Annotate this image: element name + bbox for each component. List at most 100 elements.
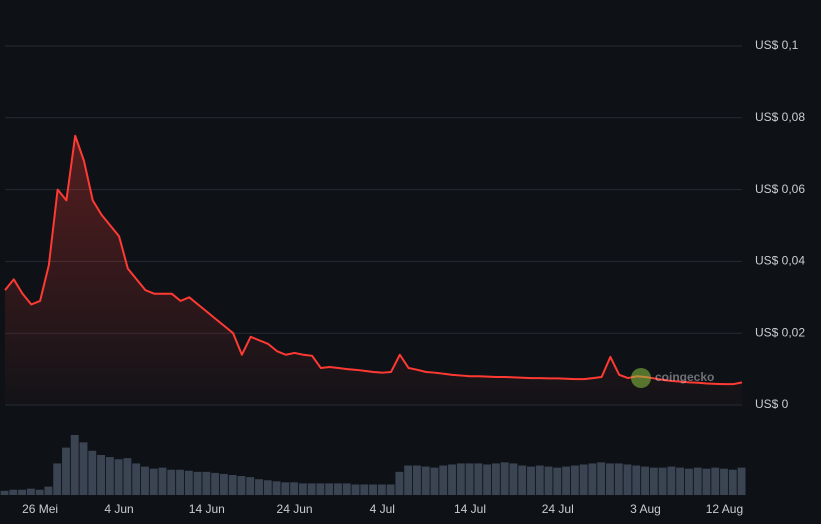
volume-bar <box>544 466 553 495</box>
volume-bar <box>684 468 693 495</box>
x-tick-label: 14 Jun <box>189 502 225 516</box>
volume-bar <box>184 470 193 495</box>
volume-bar <box>290 482 299 495</box>
volume-bar <box>62 447 70 495</box>
volume-bar <box>176 469 184 495</box>
volume-bar <box>632 465 641 495</box>
volume-bar <box>149 468 158 495</box>
volume-bar <box>588 463 597 495</box>
volume-bar <box>386 484 395 495</box>
volume-bar <box>53 463 62 495</box>
volume-bar <box>167 469 176 495</box>
volume-bar <box>553 467 562 495</box>
volume-bar <box>518 465 527 495</box>
volume-bar <box>123 458 132 495</box>
volume-bar <box>693 467 702 495</box>
volume-bar <box>140 466 149 495</box>
x-tick-label: 26 Mei <box>22 502 58 516</box>
volume-bar <box>579 464 588 495</box>
volume-bar <box>360 484 369 495</box>
volume-bar <box>439 465 448 495</box>
volume-bar <box>720 468 728 495</box>
volume-bar <box>667 466 676 495</box>
volume-bar <box>562 466 571 495</box>
x-tick-label: 3 Aug <box>630 502 661 516</box>
volume-bar <box>711 467 720 495</box>
x-tick-label: 12 Aug <box>706 502 743 516</box>
volume-bar <box>88 450 97 495</box>
x-tick-label: 4 Jun <box>104 502 133 516</box>
volume-bar <box>325 483 334 495</box>
volume-bar <box>404 465 413 495</box>
volume-bar <box>26 488 35 495</box>
y-tick-label: US$ 0,02 <box>755 325 805 339</box>
volume-bar <box>570 465 579 495</box>
volume-bar <box>527 466 535 495</box>
volume-bar <box>649 467 658 495</box>
volume-bar <box>597 462 606 495</box>
y-tick-label: US$ 0,1 <box>755 38 799 52</box>
volume-bar <box>456 463 465 495</box>
volume-bar <box>9 489 18 495</box>
volume-bar <box>412 465 421 495</box>
volume-bar <box>483 464 492 495</box>
volume-bar <box>35 489 44 495</box>
watermark: coingecko <box>655 370 714 384</box>
volume-bar <box>342 483 351 495</box>
y-tick-label: US$ 0,08 <box>755 110 805 124</box>
y-tick-label: US$ 0,04 <box>755 254 805 268</box>
volume-bar <box>500 462 509 495</box>
x-tick-label: 24 Jun <box>277 502 313 516</box>
volume-bar <box>158 467 167 495</box>
volume-bar <box>474 463 483 495</box>
volume-bar <box>395 471 404 495</box>
volume-bar <box>623 464 632 495</box>
volume-bar <box>614 463 623 495</box>
volume-bar <box>676 467 685 495</box>
volume-bar <box>509 463 518 495</box>
volume-bar <box>18 489 27 495</box>
volume-bar <box>281 482 290 495</box>
volume-bar <box>369 484 378 495</box>
volume-bar <box>237 476 246 495</box>
volume-bar <box>728 469 737 495</box>
volume-bar <box>114 459 123 495</box>
volume-bar <box>246 477 255 495</box>
volume-bar <box>263 480 272 495</box>
volume-bar <box>737 467 746 495</box>
volume-bar <box>448 464 456 495</box>
x-tick-label: 14 Jul <box>454 502 486 516</box>
volume-bar <box>105 457 114 495</box>
volume-bar <box>193 471 202 495</box>
volume-bar <box>44 486 53 495</box>
volume-bar <box>219 473 228 495</box>
volume-bar <box>491 463 500 495</box>
volume-bar <box>606 463 614 495</box>
volume-bar <box>202 471 211 495</box>
price-area <box>5 135 742 405</box>
watermark-logo <box>631 368 651 388</box>
volume-bar <box>377 484 386 495</box>
volume-bar <box>70 435 79 495</box>
volume-bar <box>702 468 711 495</box>
volume-bar <box>430 467 439 495</box>
price-line <box>4 134 743 386</box>
volume-bar <box>351 484 360 495</box>
volume-bar <box>307 483 316 495</box>
volume-bar <box>79 442 88 495</box>
volume-bar <box>132 463 141 495</box>
volume-bar <box>255 479 263 495</box>
volume-bar <box>97 455 106 495</box>
volume-bar <box>641 466 649 495</box>
volume-bar <box>228 475 237 495</box>
volume-bar <box>535 465 544 495</box>
x-tick-label: 24 Jul <box>542 502 574 516</box>
volume-bar <box>316 483 325 495</box>
volume-bar <box>465 463 474 495</box>
volume-bar <box>334 483 342 495</box>
volume-bar <box>0 490 9 495</box>
x-tick-label: 4 Jul <box>370 502 395 516</box>
volume-bar <box>272 481 281 495</box>
